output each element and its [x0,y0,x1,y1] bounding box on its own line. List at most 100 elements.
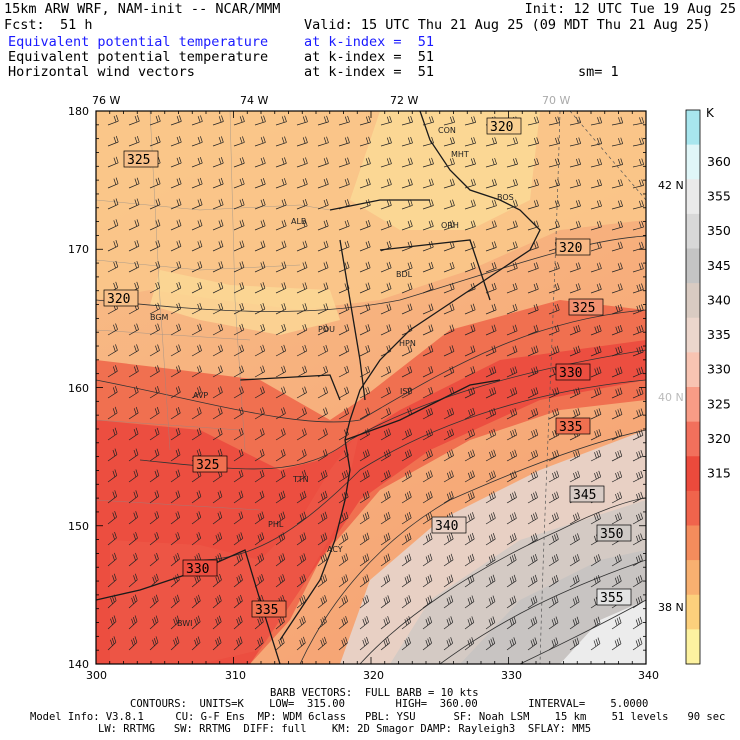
field2-level: at k-index = 51 [304,49,435,65]
wind-barb [296,219,308,231]
wind-barb [359,636,369,651]
wind-barb [485,574,496,588]
wind-barb [212,240,224,252]
wind-barb [233,240,245,252]
wind-barb [569,324,581,336]
wind-barb [128,323,139,336]
wind-barb [128,594,138,609]
wind-barb [149,115,161,126]
lat-label-42n: 42 N [658,179,684,192]
wind-barb [212,136,224,147]
wind-barbs [107,115,645,651]
wind-barb [254,636,264,651]
wind-barb [632,200,644,210]
wind-barb [212,282,224,294]
wind-barb [338,407,349,420]
wind-barb [422,386,434,399]
wind-barb [464,532,475,546]
wind-barb [569,554,580,567]
wind-barb [380,261,392,273]
wind-barb [212,511,223,525]
wind-barb [464,366,476,378]
wind-barb [527,262,539,273]
wind-barb [170,511,181,525]
wind-barb [443,199,455,210]
x-tick-340: 340 [638,669,659,682]
wind-barb [191,136,203,147]
model-info-physics: LW: RRTMG SW: RRTMG DIFF: full KM: 2D Sm… [98,723,592,735]
wind-barb [527,533,538,546]
wind-barb [149,261,161,273]
wind-barb [611,429,623,441]
wind-barb [254,365,265,378]
wind-barb [380,115,392,126]
wind-barb [170,386,181,399]
wind-barb [443,595,454,609]
wind-barb [254,240,266,252]
wind-barb [128,365,139,378]
wind-barb [317,553,328,567]
wind-barb [569,387,581,399]
wind-barb [296,115,308,126]
wind-barb [548,595,559,609]
wind-barb [149,386,160,399]
wind-barb [527,595,538,609]
city-pou: POU [318,325,335,334]
contour-label: 320 [486,117,522,135]
wind-barb [590,449,602,462]
wind-barb [611,408,623,420]
wind-barb [548,158,560,168]
wind-barb [506,616,517,630]
wind-barb [128,135,140,147]
wind-barb [212,615,222,630]
wind-barb [548,116,561,126]
wind-barb [317,595,327,609]
wind-barb [107,219,119,231]
wind-barb [296,532,307,546]
wind-barb [191,615,201,630]
wind-barb [296,261,308,273]
wind-barb [506,491,517,504]
wind-barb [485,616,496,630]
wind-barb [443,178,455,189]
wind-barb [128,260,140,273]
wind-barb [107,323,118,336]
wind-barb [275,282,287,294]
wind-barb [296,594,306,609]
wind-barb [590,345,602,357]
wind-barb [275,386,286,399]
wind-barb [170,219,182,231]
wind-barb [170,365,181,378]
wind-barb [401,553,412,567]
wind-barb [254,323,266,336]
wind-barb [401,470,412,483]
wind-barb [170,636,180,651]
wind-barb [149,532,159,546]
wind-barb [191,594,201,609]
wind-barb [296,365,308,378]
wind-barb [569,449,581,462]
wind-barb [632,595,643,609]
wind-barb [149,344,160,357]
wind-barb [275,240,287,252]
wind-barb [359,553,370,567]
wind-barb [590,158,603,168]
wind-barb [632,325,644,336]
wind-barb [611,366,623,378]
wind-barb [317,178,329,189]
contour-label: 320 [103,289,139,307]
barb-legend: BARB VECTORS: FULL BARB = 10 kts [270,687,479,699]
wind-barb [611,137,624,147]
wind-barb [359,470,370,483]
svg-text:335: 335 [255,603,278,618]
wind-barb [170,302,182,315]
wind-barb [380,386,392,399]
wind-barb [107,469,118,483]
wind-barb [338,532,349,546]
wind-barb [254,448,265,462]
city-bos: BOS [497,193,514,202]
colorbar-swatch [686,594,700,630]
wind-barb [191,115,203,126]
wind-barb [632,491,644,504]
wind-barb [359,157,371,168]
